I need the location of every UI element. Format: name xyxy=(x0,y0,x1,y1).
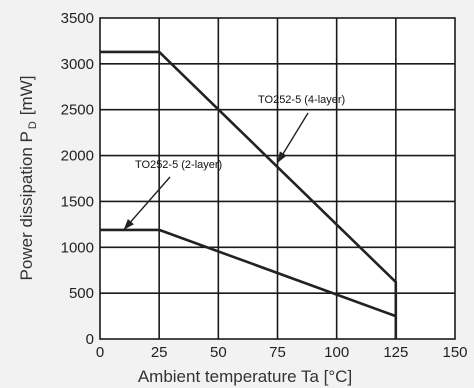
annotation-arrow xyxy=(123,176,171,231)
y-tick-label: 1500 xyxy=(61,193,94,210)
x-tick-label: 25 xyxy=(151,344,168,361)
x-tick-label: 75 xyxy=(269,344,286,361)
y-tick-label: 0 xyxy=(86,331,94,348)
series-layer xyxy=(100,50,398,339)
x-axis-title: Ambient temperature Ta [°C] xyxy=(138,367,352,386)
y-tick-label: 3000 xyxy=(61,56,94,73)
y-axis-title-main: Power dissipation P xyxy=(17,131,36,280)
annotation-arrowhead xyxy=(277,151,287,163)
x-tick-labels: 0 25 50 75 100 125 150 xyxy=(96,344,468,361)
x-tick-label: 150 xyxy=(442,344,467,361)
x-tick-label: 50 xyxy=(210,344,227,361)
y-tick-labels: 0 500 1000 1500 2000 2500 3000 3500 xyxy=(61,10,94,348)
annotation-label: TO252-5 (2-layer) xyxy=(135,159,222,171)
series-line-2-layer xyxy=(100,228,397,318)
y-tick-label: 500 xyxy=(69,285,94,302)
x-tick-label: 100 xyxy=(324,344,349,361)
y-axis-title: Power dissipation P D [mW] xyxy=(17,76,39,281)
y-axis-title-unit: [mW] xyxy=(17,76,36,116)
annotation-arrowhead xyxy=(123,218,134,230)
y-tick-label: 2500 xyxy=(61,102,94,119)
annotations-layer: TO252-5 (4-layer) TO252-5 (2-layer) xyxy=(123,94,345,231)
x-tick-label: 0 xyxy=(96,344,104,361)
y-tick-label: 3500 xyxy=(61,10,94,27)
x-tick-label: 125 xyxy=(383,344,408,361)
series-line-4-layer xyxy=(100,50,398,339)
y-tick-label: 2000 xyxy=(61,148,94,165)
y-tick-label: 1000 xyxy=(61,239,94,256)
annotation-label: TO252-5 (4-layer) xyxy=(258,94,345,106)
y-axis-title-subscript: D xyxy=(27,121,39,129)
